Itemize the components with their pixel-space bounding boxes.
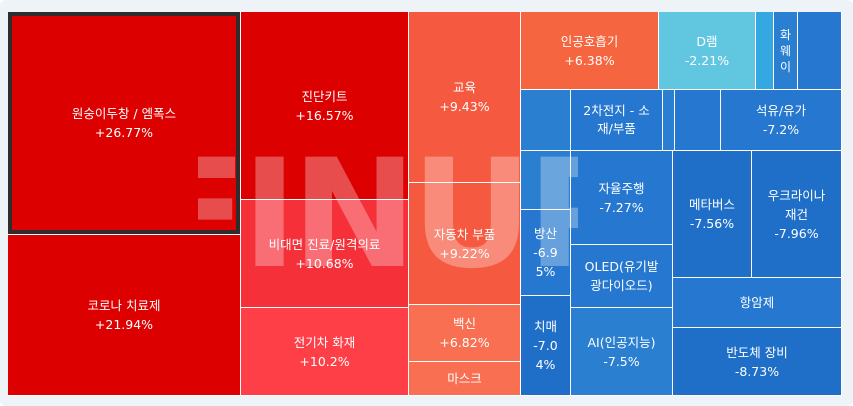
cell-dram[interactable]: D램 -2.21% xyxy=(659,12,756,90)
cell-change: +6.82% xyxy=(439,335,490,350)
cell-name: 방산 -6.9 5% xyxy=(533,226,558,279)
cell-name: 반도체 장비 xyxy=(726,344,788,360)
cell-small-blue-top[interactable] xyxy=(798,12,842,90)
cell-battery[interactable]: 2차전지 - 소 재/부품 xyxy=(571,90,663,151)
cell-name: AI(인공지능) xyxy=(587,334,656,350)
cell-small-blue-c[interactable] xyxy=(675,90,721,151)
cell-vaccine[interactable]: 백신 +6.82% xyxy=(409,305,521,362)
cell-change: +26.77% xyxy=(94,125,154,140)
cell-change: +10.68% xyxy=(295,255,354,271)
cell-name: 2차전지 - 소 재/부품 xyxy=(583,103,650,136)
cell-name: 백신 xyxy=(452,316,476,331)
cell-monkeypox[interactable]: 원숭이두창 / 엠폭스 +26.77% xyxy=(8,12,241,235)
cell-oled[interactable]: OLED(유기발 광다이오드) xyxy=(571,245,673,308)
cell-name: 코로나 치료제 xyxy=(87,298,161,313)
cell-change: -7.5% xyxy=(603,353,640,369)
cell-name: 교육 xyxy=(452,80,476,95)
cell-name: 진단키트 xyxy=(301,88,348,104)
cell-change: +16.57% xyxy=(295,107,354,123)
cell-change: +9.43% xyxy=(439,99,490,114)
cell-huawei[interactable]: 화 웨 이 xyxy=(774,12,798,90)
cell-mask[interactable]: 마스크 xyxy=(409,362,521,396)
cell-metaverse[interactable]: 메타버스 -7.56% xyxy=(673,151,752,278)
cell-semiconductor-equipment[interactable]: 반도체 장비 -8.73% xyxy=(673,328,842,396)
cell-change: +6.38% xyxy=(564,52,615,68)
cell-change: -7.2% xyxy=(762,122,800,137)
cell-name: 원숭이두창 / 엠폭스 xyxy=(71,106,177,121)
cell-name: 항암제 xyxy=(739,295,775,310)
cell-name: OLED(유기발 광다이오드) xyxy=(584,259,659,293)
cell-name: 인공호흡기 xyxy=(560,33,619,49)
cell-small-sky[interactable] xyxy=(756,12,774,90)
cell-change: -7.27% xyxy=(599,199,644,215)
cell-change: -2.21% xyxy=(684,52,730,68)
cell-defense[interactable]: 방산 -6.9 5% xyxy=(521,210,571,296)
cell-change: +21.94% xyxy=(94,317,154,332)
cell-name: 치매 -7.0 4% xyxy=(533,319,558,372)
cell-change: -7.96% xyxy=(774,225,819,241)
cell-diagnostic-kit[interactable]: 진단키트 +16.57% xyxy=(241,12,409,200)
cell-name: 마스크 xyxy=(447,371,482,386)
cell-auto-parts[interactable]: 자동차 부품 +9.22% xyxy=(409,183,521,305)
cell-change: -8.73% xyxy=(734,363,780,379)
cell-change: +9.22% xyxy=(439,245,490,261)
cell-dementia[interactable]: 치매 -7.0 4% xyxy=(521,296,571,396)
cell-name: 석유/유가 xyxy=(755,103,807,118)
cell-anticancer[interactable]: 항암제 xyxy=(673,278,842,328)
cell-name: 전기차 화재 xyxy=(293,334,356,350)
cell-name: 자동차 부품 xyxy=(433,226,496,242)
cell-name: 우크라이나 재건 xyxy=(767,187,826,222)
cell-name: 자율주행 xyxy=(598,180,645,196)
cell-name: 화 웨 이 xyxy=(779,27,792,74)
cell-autonomous-driving[interactable]: 자율주행 -7.27% xyxy=(571,151,673,245)
cell-ventilator[interactable]: 인공호흡기 +6.38% xyxy=(521,12,659,90)
cell-small-blue-b[interactable] xyxy=(663,90,675,151)
cell-oil[interactable]: 석유/유가 -7.2% xyxy=(721,90,842,151)
cell-telemedicine[interactable]: 비대면 진료/원격의료 +10.68% xyxy=(241,200,409,308)
cell-corona-treatment[interactable]: 코로나 치료제 +21.94% xyxy=(8,235,241,396)
cell-blue-column-top[interactable] xyxy=(521,151,571,210)
cell-ai[interactable]: AI(인공지능) -7.5% xyxy=(571,308,673,396)
cell-name: 비대면 진료/원격의료 xyxy=(268,236,381,252)
cell-name: 메타버스 xyxy=(688,197,735,212)
cell-change: +10.2% xyxy=(299,353,350,369)
cell-change: -7.56% xyxy=(689,216,735,231)
cell-education[interactable]: 교육 +9.43% xyxy=(409,12,521,183)
cell-small-blue-a[interactable] xyxy=(521,90,571,151)
cell-name: D램 xyxy=(696,33,718,49)
cell-ukraine-rebuild[interactable]: 우크라이나 재건 -7.96% xyxy=(752,151,842,278)
cell-ev-fire[interactable]: 전기차 화재 +10.2% xyxy=(241,308,409,396)
